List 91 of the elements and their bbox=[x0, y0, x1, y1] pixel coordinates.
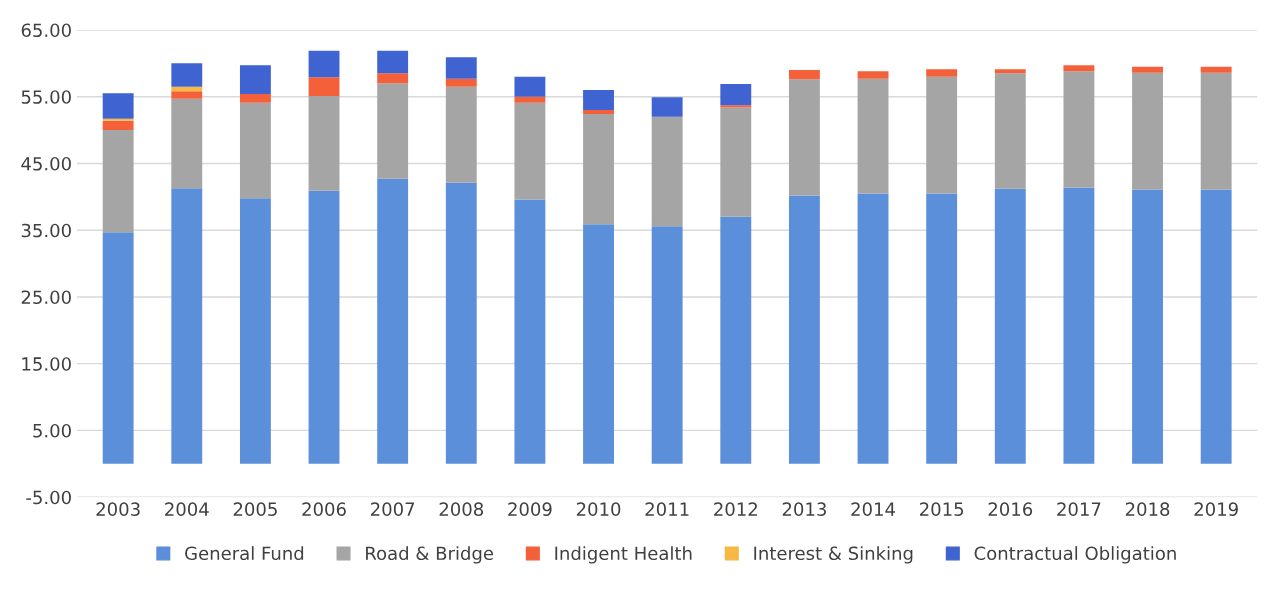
bar bbox=[788, 195, 820, 464]
x-tick-label: 2008 bbox=[439, 502, 484, 517]
bar bbox=[926, 76, 958, 194]
bar bbox=[171, 98, 203, 189]
bar bbox=[514, 102, 546, 200]
bar bbox=[239, 65, 271, 95]
bar bbox=[651, 116, 683, 227]
bar bbox=[171, 188, 203, 464]
bar bbox=[239, 198, 271, 464]
bar bbox=[102, 93, 134, 119]
bar bbox=[1200, 72, 1232, 190]
bar bbox=[445, 86, 477, 183]
legend-label: Indigent Health bbox=[555, 546, 692, 564]
x-tick-label: 2014 bbox=[851, 502, 895, 517]
bar bbox=[583, 224, 614, 464]
bar bbox=[377, 83, 409, 179]
legend-label: Road & Bridge bbox=[366, 546, 494, 564]
bar bbox=[1063, 65, 1095, 72]
bar bbox=[1132, 66, 1163, 73]
legend-label: Contractual Obligation bbox=[974, 546, 1176, 564]
y-tick-label: 65.00 bbox=[21, 23, 71, 38]
x-tick-label: 2017 bbox=[1057, 502, 1101, 517]
bar bbox=[1063, 71, 1095, 188]
bar bbox=[1132, 72, 1163, 190]
legend-label: Interest & Sinking bbox=[754, 546, 913, 564]
legend-label: General Fund bbox=[185, 546, 304, 561]
x-tick-label: 2004 bbox=[165, 502, 209, 517]
bar bbox=[239, 102, 271, 199]
bar bbox=[994, 188, 1026, 464]
bar bbox=[102, 130, 134, 233]
bar bbox=[308, 96, 340, 191]
bar bbox=[1063, 187, 1095, 464]
x-tick-label: 2012 bbox=[714, 502, 757, 517]
x-tick-label: 2005 bbox=[233, 502, 277, 517]
x-tick-label: 2015 bbox=[920, 502, 964, 517]
y-tick-label: 55.00 bbox=[21, 90, 71, 104]
x-tick-label: 2013 bbox=[782, 502, 826, 517]
bar bbox=[583, 110, 614, 115]
bar bbox=[514, 76, 546, 97]
x-tick-label: 2018 bbox=[1125, 502, 1170, 517]
x-tick-label: 2007 bbox=[371, 502, 415, 517]
bar bbox=[377, 50, 409, 74]
bar bbox=[720, 216, 752, 464]
y-tick-label: 45.00 bbox=[21, 156, 71, 171]
y-tick-label: 15.00 bbox=[22, 357, 71, 371]
x-tick-label: 2010 bbox=[576, 502, 621, 517]
y-tick-label: 25.00 bbox=[21, 290, 71, 305]
bar bbox=[1200, 189, 1232, 464]
x-tick-label: 2011 bbox=[645, 502, 689, 517]
bar bbox=[994, 69, 1026, 74]
bar bbox=[1132, 189, 1163, 464]
bar bbox=[651, 97, 683, 117]
x-tick-label: 2009 bbox=[508, 502, 552, 517]
bar bbox=[857, 193, 889, 464]
bar bbox=[1200, 66, 1232, 73]
bar bbox=[788, 79, 820, 196]
bar bbox=[857, 78, 889, 194]
y-tick-label: -5.00 bbox=[26, 490, 71, 505]
bar bbox=[514, 96, 546, 103]
bar bbox=[651, 226, 683, 464]
bar bbox=[102, 118, 134, 121]
bar bbox=[514, 199, 546, 464]
bar bbox=[308, 50, 340, 78]
bar bbox=[788, 70, 820, 80]
bar bbox=[720, 84, 752, 106]
bar bbox=[994, 73, 1026, 189]
bar bbox=[171, 63, 203, 87]
bar bbox=[583, 114, 614, 225]
bar bbox=[720, 107, 752, 217]
bar bbox=[377, 73, 409, 84]
x-tick-label: 2003 bbox=[96, 502, 140, 517]
bar bbox=[102, 232, 134, 464]
bar bbox=[445, 78, 477, 87]
bar bbox=[308, 77, 340, 97]
bar bbox=[445, 182, 477, 464]
bar bbox=[102, 120, 134, 131]
x-tick-label: 2016 bbox=[988, 502, 1033, 517]
y-tick-label: 5.00 bbox=[33, 423, 71, 438]
bar bbox=[239, 94, 271, 103]
bar bbox=[308, 190, 340, 464]
bar bbox=[171, 91, 203, 99]
bar bbox=[926, 69, 958, 77]
x-tick-label: 2019 bbox=[1194, 502, 1238, 517]
bar bbox=[445, 57, 477, 79]
x-tick-label: 2006 bbox=[302, 502, 346, 517]
bar bbox=[926, 193, 958, 464]
y-tick-label: 35.00 bbox=[21, 223, 71, 238]
bar bbox=[857, 71, 889, 79]
bar bbox=[720, 105, 752, 108]
bar bbox=[377, 178, 409, 464]
bar bbox=[583, 90, 614, 111]
